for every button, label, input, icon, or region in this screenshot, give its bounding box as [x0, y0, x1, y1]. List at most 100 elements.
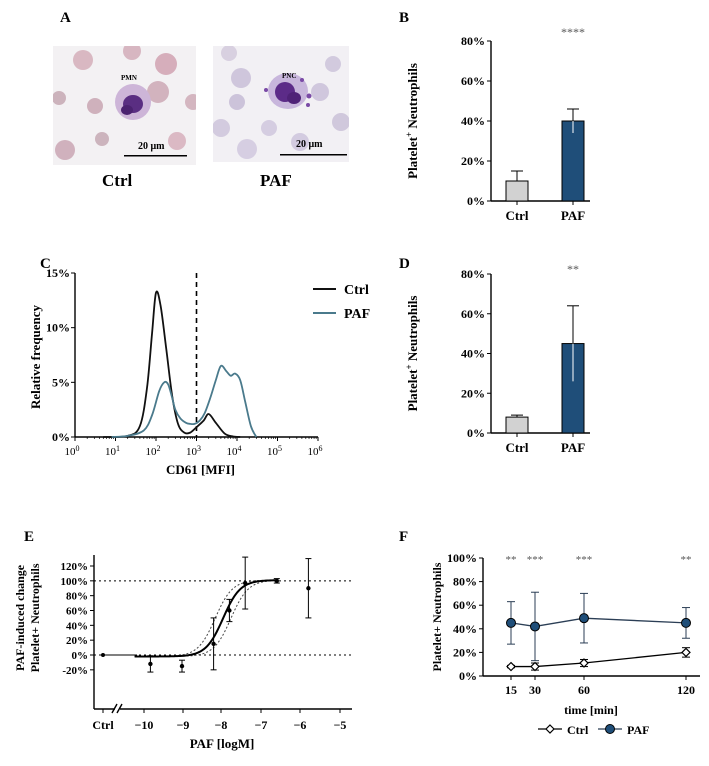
- chart-e: -20% 0% 20% 40% 60% 80% 100% 120% Ctrl −10 −9 −8 −7 −…: [13, 555, 352, 751]
- x-tick-label: −6: [294, 718, 307, 732]
- x-tick-label: 30: [529, 683, 541, 697]
- legend-marker-ctrl: [545, 724, 555, 734]
- panel-label-f: F: [399, 529, 408, 545]
- y-tick-label: 0%: [467, 194, 485, 208]
- x-tick-label-paf: PAF: [561, 440, 585, 455]
- paf-micrograph-image: [213, 46, 349, 159]
- scale-bar-label: 20 μm: [138, 141, 165, 152]
- marker-paf: [579, 613, 589, 624]
- scale-bar-label-2: 20 μm: [296, 139, 323, 150]
- data-point: [243, 580, 248, 586]
- marker-ctrl: [506, 661, 516, 672]
- y-tick-label: 20%: [66, 635, 88, 647]
- y-tick-label: 60%: [461, 74, 485, 88]
- y-tick-label: 0%: [467, 426, 485, 440]
- x-tick-label: −5: [334, 718, 347, 732]
- y-tick-label: 0%: [459, 669, 477, 683]
- x-tick-label: −7: [255, 718, 268, 732]
- y-tick-label: 0%: [72, 650, 89, 662]
- x-axis-title: CD61 [MFI]: [166, 462, 235, 477]
- data-point-ctrl: [101, 653, 105, 657]
- significance-stars: ****: [561, 25, 585, 39]
- y-axis-title-line1: PAF-induced change: [13, 564, 27, 671]
- y-tick-label: 60%: [453, 598, 477, 612]
- panel-label-b: B: [399, 10, 409, 26]
- x-tick-label: 101: [105, 444, 120, 459]
- y-tick-label: 80%: [66, 591, 88, 603]
- y-tick-label: 40%: [461, 114, 485, 128]
- x-tick-label: −9: [177, 718, 190, 732]
- pnc-label: PNC: [282, 72, 297, 80]
- x-tick-label: 103: [186, 444, 201, 459]
- x-axis-title: PAF [logM]: [190, 736, 255, 751]
- y-tick-label: 100%: [447, 551, 477, 565]
- y-tick-label: 40%: [66, 620, 88, 632]
- panel-a-ctrl-caption: Ctrl: [102, 171, 133, 190]
- chart-d: 0% 20% 40% 60% 80% Ctrl PAF ** Platelet+ Neutrop…: [404, 262, 590, 455]
- y-axis-title: Platelet+ Neutrophils: [430, 562, 444, 671]
- data-point: [227, 608, 232, 613]
- marker-ctrl: [681, 647, 691, 658]
- y-tick-label: 15%: [46, 266, 70, 280]
- x-tick-label-ctrl: Ctrl: [505, 208, 528, 223]
- legend-label-ctrl: Ctrl: [567, 723, 589, 737]
- y-axis-title-line2: Platelet+ Neutrophils: [28, 563, 42, 672]
- x-axis-title: time [min]: [564, 703, 618, 717]
- x-tick-label: 120: [677, 683, 695, 697]
- y-tick-label: 20%: [461, 154, 485, 168]
- ci-lower: [134, 580, 276, 657]
- x-tick-label: 60: [578, 683, 590, 697]
- y-axis-title: Relative frequency: [28, 304, 43, 409]
- ci-upper: [134, 579, 276, 657]
- panel-label-e: E: [24, 529, 34, 545]
- line-ctrl: [511, 651, 687, 668]
- y-tick-label: 80%: [461, 34, 485, 48]
- x-tick-label: 106: [308, 444, 323, 459]
- data-point: [179, 663, 185, 669]
- marker-paf: [530, 621, 540, 632]
- y-tick-label: 60%: [66, 606, 88, 618]
- data-point: [148, 661, 153, 667]
- y-tick-label: 20%: [453, 645, 477, 659]
- y-tick-label: 100%: [61, 576, 89, 588]
- significance-stars: ***: [527, 554, 544, 566]
- legend-label-paf: PAF: [627, 723, 649, 737]
- ctrl-micrograph: PMN 20 μm: [53, 46, 196, 165]
- x-tick-label: 104: [227, 444, 242, 459]
- bar-ctrl: [505, 416, 529, 434]
- y-axis-title: Platelet+ Neutrophils: [404, 296, 420, 412]
- y-tick-label: 20%: [461, 386, 485, 400]
- y-tick-label: 80%: [461, 267, 485, 281]
- paf-micrograph: PNC 20 μm: [213, 46, 349, 162]
- marker-paf: [681, 617, 691, 628]
- axis-break-1: [111, 703, 118, 714]
- x-tick-label: 102: [146, 444, 161, 459]
- x-tick-label: 100: [65, 444, 80, 459]
- y-tick-label: -20%: [62, 665, 88, 677]
- significance-stars: **: [567, 262, 579, 276]
- data-point: [306, 586, 311, 591]
- data-point: [274, 578, 279, 584]
- histogram-paf: [111, 364, 258, 438]
- ctrl-micrograph-image: [53, 46, 196, 160]
- line-paf: [510, 617, 687, 628]
- marker-paf: [506, 617, 516, 628]
- legend-marker-paf: [605, 724, 615, 734]
- x-tick-label-paf: PAF: [561, 208, 585, 223]
- legend-label-ctrl: Ctrl: [344, 283, 369, 298]
- x-tick-label: −8: [215, 718, 228, 732]
- panel-a-paf-caption: PAF: [260, 171, 292, 190]
- y-tick-label: 5%: [52, 375, 70, 389]
- x-tick-label: Ctrl: [92, 718, 114, 732]
- panel-label-c: C: [40, 256, 51, 272]
- histogram-ctrl: [103, 290, 241, 438]
- data-point: [211, 641, 216, 647]
- legend-label-paf: PAF: [344, 307, 370, 322]
- significance-stars: **: [506, 554, 517, 566]
- y-tick-label: 0%: [52, 430, 70, 444]
- chart-f: 0%20%40%60%80%100%15 30 60 120** *** *** **tim…: [430, 551, 700, 737]
- chart-b: 0% 20% 40% 60% 80% Ctrl PAF **** Platelet+ Neutr…: [404, 25, 590, 223]
- x-tick-label: −10: [135, 718, 154, 732]
- y-tick-label: 80%: [453, 575, 477, 589]
